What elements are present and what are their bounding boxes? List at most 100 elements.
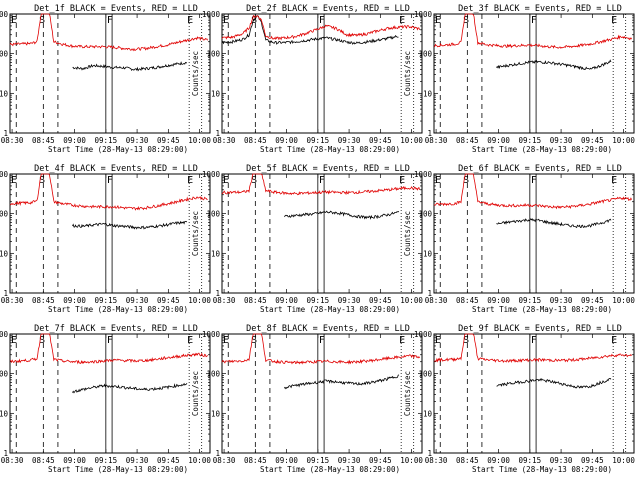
panel-4: Det_4f BLACK = Events, RED = LLD 1 10 100 10…: [0, 164, 211, 314]
panel-title: Det_8f BLACK = Events, RED = LLD: [246, 324, 410, 334]
y-tick-label: 1000: [0, 170, 8, 179]
marker-label: S: [463, 335, 469, 346]
x-tick-label: 08:45: [32, 456, 55, 465]
panel-2: Det_2f BLACK = Events, RED = LLD 1 10 100 10…: [191, 4, 423, 154]
y-tick-label: 1000: [202, 330, 221, 339]
marker-label: F: [107, 175, 113, 186]
y-tick-label: 10: [0, 409, 8, 418]
x-tick-label: 09:00: [63, 296, 86, 305]
plot-frame: [221, 13, 423, 134]
marker-label: E: [611, 15, 617, 26]
panel-3: Det_3f BLACK = Events, RED = LLD 1 10 100 10…: [403, 4, 635, 154]
y-tick-label: 10: [211, 89, 221, 98]
y-tick-label: 1: [3, 449, 8, 458]
series-lld-line: [221, 15, 420, 41]
x-tick-label: 09:15: [307, 456, 330, 465]
x-tick-label: 09:15: [95, 136, 118, 145]
x-tick-label: 09:15: [95, 296, 118, 305]
series-events-line: [284, 374, 400, 390]
panel-title: Det_2f BLACK = Events, RED = LLD: [246, 4, 410, 14]
y-tick-label: 1000: [414, 170, 433, 179]
x-tick-label: 09:45: [369, 296, 392, 305]
series-lld-line: [221, 333, 420, 365]
x-tick-label: 08:30: [213, 296, 236, 305]
marker-label: E: [611, 335, 617, 346]
marker-label: E: [223, 15, 229, 26]
marker-label: E: [11, 335, 17, 346]
x-tick-label: 08:30: [425, 456, 448, 465]
marker-label: F: [319, 15, 325, 26]
marker-label: F: [319, 335, 325, 346]
x-tick-label: 10:00: [612, 456, 635, 465]
marker-label: E: [435, 15, 441, 26]
y-tick-label: 10: [423, 89, 433, 98]
plot-frame: [221, 333, 423, 454]
y-tick-label: 10: [423, 409, 433, 418]
y-tick-label: 1: [427, 129, 432, 138]
marker-label: S: [463, 175, 469, 186]
x-tick-label: 09:00: [487, 136, 510, 145]
plot-frame: [433, 173, 635, 294]
x-tick-label: 09:30: [126, 456, 149, 465]
marker-label: S: [39, 15, 45, 26]
x-tick-label: 10:00: [612, 296, 635, 305]
x-tick-label: 10:00: [188, 456, 211, 465]
marker-label: F: [531, 15, 537, 26]
x-tick-label: 09:45: [369, 136, 392, 145]
y-tick-label: 10: [211, 409, 221, 418]
series-lld-line: [433, 173, 632, 210]
marker-label: E: [611, 175, 617, 186]
series-events-line: [496, 377, 612, 389]
panel-7: Det_7f BLACK = Events, RED = LLD 1 10 100 10…: [0, 324, 211, 474]
panel-6: Det_6f BLACK = Events, RED = LLD 1 10 100 10…: [403, 164, 635, 314]
y-tick-label: 100: [206, 370, 220, 379]
marker-label: F: [531, 175, 537, 186]
marker-label: E: [399, 335, 405, 346]
plot-frame: [9, 173, 211, 294]
x-tick-label: 09:00: [63, 456, 86, 465]
x-tick-label: 09:45: [369, 456, 392, 465]
y-tick-label: 100: [206, 210, 220, 219]
series-events-line: [72, 61, 187, 72]
plot-frame: [9, 333, 211, 454]
marker-label: E: [399, 15, 405, 26]
y-tick-label: 100: [0, 50, 8, 59]
y-tick-label: 1000: [202, 170, 221, 179]
y-axis-label: Counts/sec: [403, 371, 412, 416]
series-lld-line: [433, 13, 632, 49]
x-tick-label: 08:30: [213, 456, 236, 465]
x-tick-label: 09:30: [126, 136, 149, 145]
y-tick-label: 1: [215, 449, 220, 458]
x-tick-label: 08:45: [32, 136, 55, 145]
x-tick-label: 09:00: [275, 296, 298, 305]
y-axis-label: Counts/sec: [191, 371, 200, 416]
x-tick-label: 08:45: [244, 456, 267, 465]
plot-frame: [9, 13, 211, 134]
x-tick-label: 09:45: [581, 136, 604, 145]
y-tick-label: 1: [215, 289, 220, 298]
x-axis-label: Start Time (28-May-13 08:29:00): [260, 465, 400, 474]
panel-title: Det_7f BLACK = Events, RED = LLD: [34, 324, 198, 334]
y-tick-label: 100: [418, 210, 432, 219]
panel-title: Det_6f BLACK = Events, RED = LLD: [458, 164, 622, 174]
y-tick-label: 1: [427, 449, 432, 458]
x-tick-label: 08:30: [213, 136, 236, 145]
series-lld-line: [9, 333, 208, 365]
marker-label: E: [187, 335, 193, 346]
x-tick-label: 09:00: [63, 136, 86, 145]
marker-label: F: [107, 15, 113, 26]
x-tick-label: 09:30: [550, 136, 573, 145]
x-tick-label: 09:45: [157, 296, 180, 305]
y-tick-label: 10: [211, 249, 221, 258]
marker-label: E: [435, 175, 441, 186]
marker-label: E: [223, 175, 229, 186]
x-tick-label: 10:00: [188, 296, 211, 305]
y-tick-label: 1000: [414, 330, 433, 339]
panel-title: Det_1f BLACK = Events, RED = LLD: [34, 4, 198, 14]
x-axis-label: Start Time (28-May-13 08:29:00): [472, 305, 612, 314]
x-tick-label: 09:30: [338, 456, 361, 465]
x-tick-label: 09:15: [307, 136, 330, 145]
marker-label: S: [39, 175, 45, 186]
y-axis-label: Counts/sec: [403, 51, 412, 96]
y-axis-label: Counts/sec: [191, 211, 200, 256]
